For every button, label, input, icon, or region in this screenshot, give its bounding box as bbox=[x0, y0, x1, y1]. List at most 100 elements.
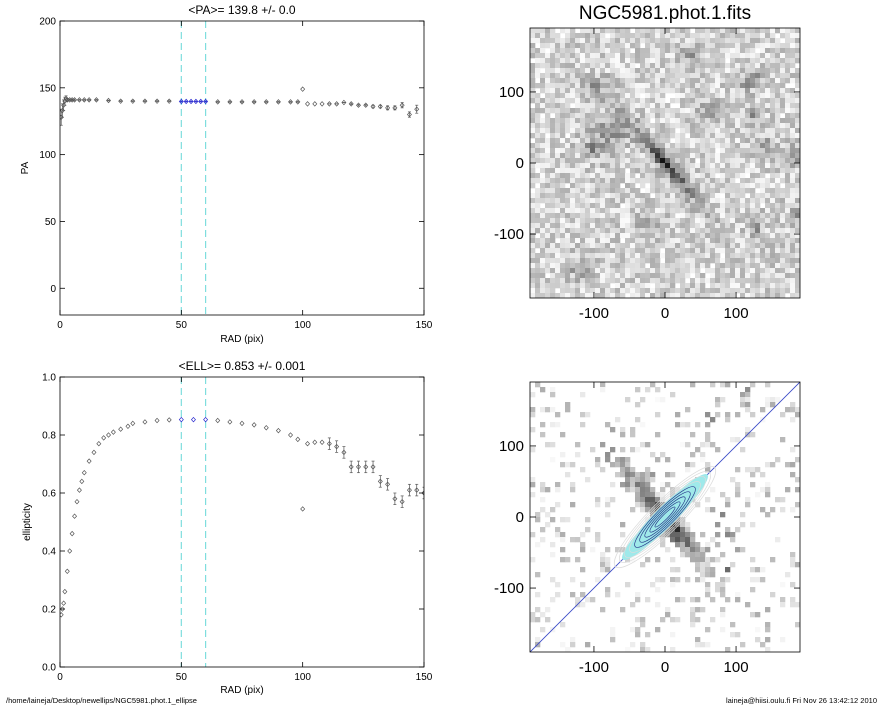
ell-point bbox=[86, 458, 92, 464]
ell-point bbox=[300, 506, 306, 512]
pa-point bbox=[370, 103, 376, 110]
pa-point bbox=[154, 98, 160, 104]
pa-marks bbox=[60, 86, 420, 126]
ell-point bbox=[79, 478, 85, 485]
pa-point bbox=[130, 98, 136, 104]
img1-xtick-label: 100 bbox=[724, 305, 749, 322]
pa-point bbox=[118, 98, 124, 104]
isophote-ellipse bbox=[613, 465, 717, 569]
pa-point bbox=[295, 99, 301, 105]
ell-point bbox=[288, 432, 294, 438]
pa-ytick-label: 100 bbox=[39, 150, 56, 161]
pa-title: <PA>= 139.8 +/- 0.0 bbox=[188, 3, 296, 17]
isophote-ellipse bbox=[654, 506, 676, 528]
ell-point bbox=[406, 483, 412, 497]
pa-point bbox=[377, 103, 383, 110]
ell-point bbox=[110, 429, 116, 435]
pa-point bbox=[198, 98, 204, 105]
isophote-ellipse bbox=[624, 476, 706, 558]
footer-timestamp: laineja@hiisi.oulu.fi Fri Nov 26 13:42:1… bbox=[725, 696, 877, 705]
ell-point bbox=[154, 417, 160, 424]
pa-point bbox=[288, 99, 294, 105]
img1-axes: -100 0 100 -100 0 100 bbox=[494, 28, 800, 322]
pa-point bbox=[72, 97, 78, 103]
ell-title: <ELL>= 0.853 +/- 0.001 bbox=[179, 359, 306, 373]
pa-vlines bbox=[180, 21, 207, 315]
isophote-ellipse bbox=[639, 491, 691, 543]
ell-point bbox=[96, 440, 102, 447]
pa-point bbox=[341, 99, 347, 106]
ell-xlabel: RAD (pix) bbox=[220, 685, 263, 696]
img2-xtick-label: 100 bbox=[724, 659, 749, 676]
ell-xtick-label: 150 bbox=[416, 672, 433, 683]
pa-point bbox=[263, 99, 269, 105]
ell-frame bbox=[59, 376, 425, 668]
ell-point bbox=[125, 423, 131, 430]
pa-point bbox=[183, 98, 189, 105]
pa-panel: <PA>= 139.8 +/- 0.0 0 50 100 150 0 50 100 150 20… bbox=[20, 3, 433, 345]
ell-point bbox=[370, 460, 376, 474]
ell-point bbox=[356, 460, 361, 474]
pa-ytick-label: 200 bbox=[39, 17, 56, 28]
ell-point bbox=[91, 449, 97, 456]
pa-point bbox=[215, 99, 221, 105]
pa-point bbox=[319, 101, 325, 107]
pa-point bbox=[305, 101, 310, 107]
ell-point bbox=[61, 600, 67, 606]
pa-point bbox=[392, 105, 398, 111]
img2-xtick-label: -100 bbox=[579, 659, 609, 676]
ell-point bbox=[295, 436, 301, 443]
pa-xlabel: RAD (pix) bbox=[220, 334, 263, 345]
inner-isophote-fill bbox=[621, 473, 709, 561]
pa-point bbox=[399, 102, 405, 109]
ell-point bbox=[334, 440, 340, 453]
pa-point bbox=[81, 97, 87, 103]
ell-point bbox=[399, 495, 405, 508]
pa-point bbox=[239, 99, 245, 105]
ell-ytick-label: 0.4 bbox=[42, 547, 56, 558]
pa-xtick-label: 150 bbox=[416, 320, 433, 331]
galaxy-image-pixels bbox=[530, 28, 800, 298]
ell-marks bbox=[60, 416, 424, 618]
pa-point bbox=[363, 102, 369, 108]
ell-ytick-label: 0.2 bbox=[42, 605, 56, 616]
ell-point bbox=[414, 483, 420, 497]
pa-ytick-label: 0 bbox=[50, 284, 56, 295]
ell-point bbox=[190, 416, 196, 423]
img2-axes: -100 0 100 -100 0 100 bbox=[494, 382, 800, 676]
pa-point bbox=[406, 111, 412, 118]
ell-point bbox=[275, 427, 281, 434]
ell-point bbox=[64, 568, 70, 575]
ell-point bbox=[130, 420, 136, 427]
galaxy-image-panel: NGC5981.phot.1.fits -100 0 100 -100 0 100 bbox=[494, 3, 801, 322]
ell-point bbox=[239, 420, 245, 427]
model-image-pixels bbox=[530, 382, 800, 652]
ell-point bbox=[363, 460, 369, 474]
img1-xtick-label: -100 bbox=[579, 305, 609, 322]
isophote-ellipse bbox=[634, 486, 696, 548]
pa-point bbox=[193, 98, 199, 105]
pa-xtick-label: 100 bbox=[294, 320, 311, 331]
img2-ytick-label: 0 bbox=[516, 509, 524, 526]
ell-point bbox=[142, 419, 148, 425]
pa-point bbox=[275, 99, 281, 105]
ell-point bbox=[251, 422, 257, 428]
ell-xtick-label: 100 bbox=[294, 672, 311, 683]
img2-ytick-label: 100 bbox=[499, 438, 524, 455]
ell-point bbox=[215, 417, 221, 424]
pa-point bbox=[414, 104, 420, 114]
ell-point bbox=[326, 437, 332, 450]
img2-ytick-label: -100 bbox=[494, 580, 524, 597]
pa-point bbox=[326, 101, 332, 107]
pa-point bbox=[93, 97, 99, 103]
img1-xtick-label: 0 bbox=[661, 305, 669, 322]
isophote-ellipse bbox=[644, 496, 686, 538]
ell-point bbox=[72, 513, 78, 519]
pa-point bbox=[166, 98, 172, 104]
pa-point bbox=[334, 101, 340, 107]
ell-xtick-label: 50 bbox=[176, 672, 188, 683]
pa-point bbox=[300, 86, 306, 92]
pa-xtick-label: 0 bbox=[57, 320, 63, 331]
ell-point bbox=[67, 548, 73, 554]
ell-ytick-label: 0.0 bbox=[42, 663, 56, 674]
